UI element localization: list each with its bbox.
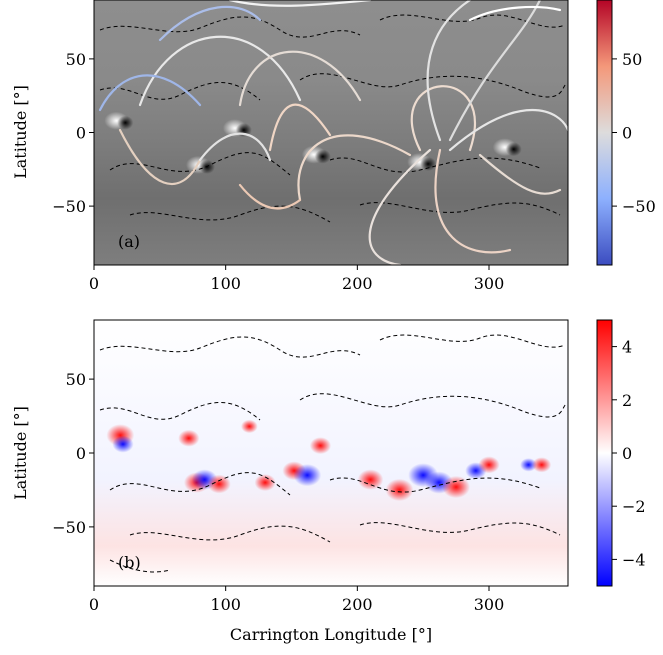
- panel-a-colorbar: [596, 0, 613, 266]
- x-tick-label: 100: [210, 274, 241, 293]
- heatmap-cell: [357, 469, 384, 490]
- magnetogram-spot-negative: [505, 142, 522, 157]
- heatmap-cell: [478, 456, 500, 474]
- panel-b-background: [94, 320, 568, 586]
- panel-b: 0 100 200 300 −50 0 50 (b) Latitude [°] Carrin…: [11, 319, 646, 644]
- x-tick-label: 300: [474, 595, 505, 614]
- panel-b-ticks: 0 100 200 300 −50 0 50: [52, 370, 504, 614]
- panel-b-contours: [99, 334, 568, 573]
- panel-b-xlabel: Carrington Longitude [°]: [230, 625, 432, 644]
- panel-a-background: [94, 0, 568, 265]
- x-tick-label: 0: [89, 274, 99, 293]
- colorbar-tick-label: 50: [622, 50, 642, 69]
- heatmap-cell: [207, 474, 231, 494]
- x-tick-label: 100: [210, 595, 241, 614]
- colorbar-tick-label: 4: [622, 338, 632, 357]
- heatmap-cell: [254, 474, 276, 492]
- x-tick-label: 200: [342, 274, 373, 293]
- x-tick-label: 300: [474, 274, 505, 293]
- panel-a-colorbar-ticks: −50 0 50: [612, 50, 656, 216]
- panel-a-label: (a): [118, 232, 140, 251]
- colorbar-tick-label: 0: [622, 124, 632, 143]
- panel-a-ticks: 0 100 200 300 −50 0 50: [52, 50, 504, 293]
- y-tick-label: −50: [52, 197, 86, 216]
- y-tick-label: 0: [76, 444, 86, 463]
- colorbar-tick-label: 2: [622, 391, 632, 410]
- magnetogram-spot-negative: [117, 115, 134, 130]
- y-tick-label: 50: [66, 370, 86, 389]
- panel-b-ylabel: Latitude [°]: [11, 406, 30, 500]
- panel-b-label: (b): [118, 553, 141, 572]
- colorbar-tick-label: 0: [622, 444, 632, 463]
- colorbar-tick-label: −2: [622, 497, 646, 516]
- heatmap-cell: [293, 464, 322, 487]
- magnetogram-spot-negative: [314, 149, 331, 164]
- y-tick-label: 0: [76, 124, 86, 143]
- heatmap-cell: [178, 429, 200, 447]
- heatmap-cell: [442, 475, 470, 499]
- y-tick-label: −50: [52, 518, 86, 537]
- heatmap-cell: [112, 435, 134, 453]
- magnetogram-spot-negative: [420, 156, 437, 171]
- panel-a-ylabel: Latitude [°]: [11, 85, 30, 179]
- heatmap-cell: [309, 437, 332, 455]
- panel-b-features: [106, 419, 552, 502]
- colorbar-tick-label: −4: [622, 550, 646, 569]
- colorbar-tick-label: −50: [622, 197, 656, 216]
- x-tick-label: 200: [342, 595, 373, 614]
- panel-b-colorbar: [596, 319, 613, 587]
- heatmap-cell: [520, 458, 537, 472]
- panel-a-field-lines: [98, 0, 568, 265]
- panel-a-contours: [99, 14, 568, 223]
- panel-b-colorbar-ticks: −4 −2 0 2 4: [612, 338, 646, 569]
- panel-a: 0 100 200 300 −50 0 50 (a) Latitude [°] −50 0 50: [11, 0, 656, 293]
- heatmap-cell: [240, 419, 258, 434]
- y-tick-label: 50: [66, 50, 86, 69]
- heatmap-cell: [385, 478, 414, 502]
- heatmap-cell: [532, 457, 552, 473]
- x-tick-label: 0: [89, 595, 99, 614]
